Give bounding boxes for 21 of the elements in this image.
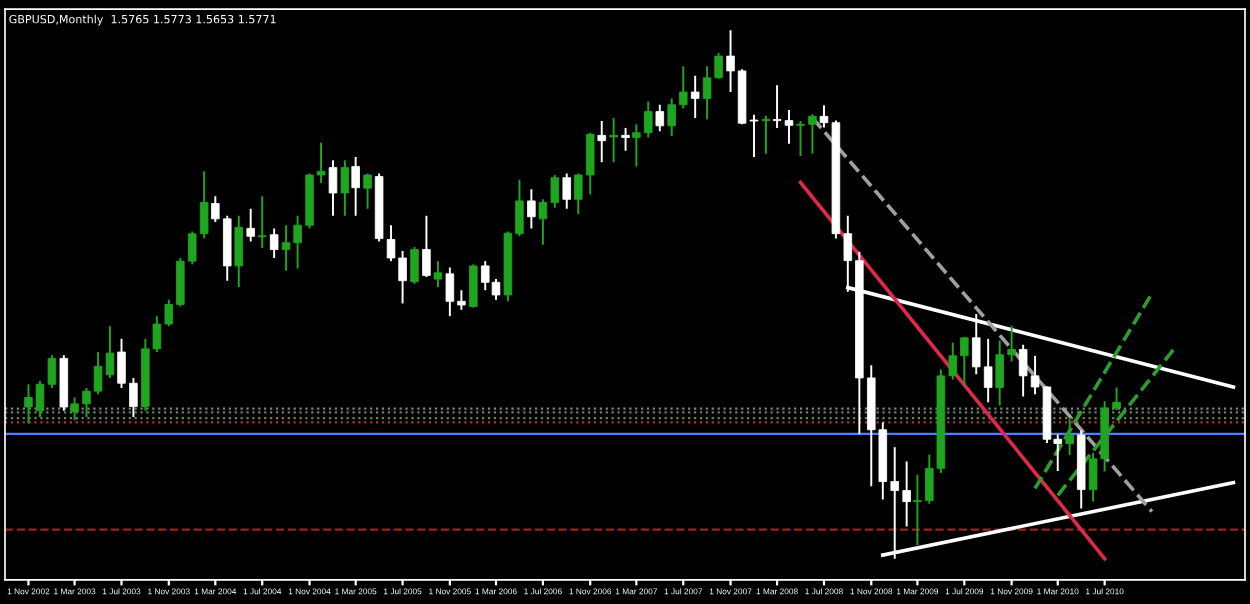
candlestick (655, 103, 665, 133)
candlestick (410, 245, 419, 285)
candlestick (363, 172, 372, 210)
candlestick (269, 227, 279, 259)
candlestick (328, 159, 338, 217)
candlestick (609, 116, 618, 164)
candlestick (562, 172, 572, 210)
candlestick (690, 74, 700, 119)
candlestick (351, 156, 360, 217)
candlestick (469, 263, 478, 309)
candlestick (1065, 418, 1074, 457)
candlestick (597, 120, 606, 164)
candlestick (422, 214, 431, 278)
candlestick (433, 260, 443, 289)
candlestick (761, 114, 771, 155)
candlestick (621, 127, 630, 152)
candlestick (527, 188, 536, 230)
candlestick (257, 195, 267, 249)
candlestick (234, 214, 244, 289)
candlestick (340, 159, 350, 217)
candlestick (246, 207, 255, 243)
